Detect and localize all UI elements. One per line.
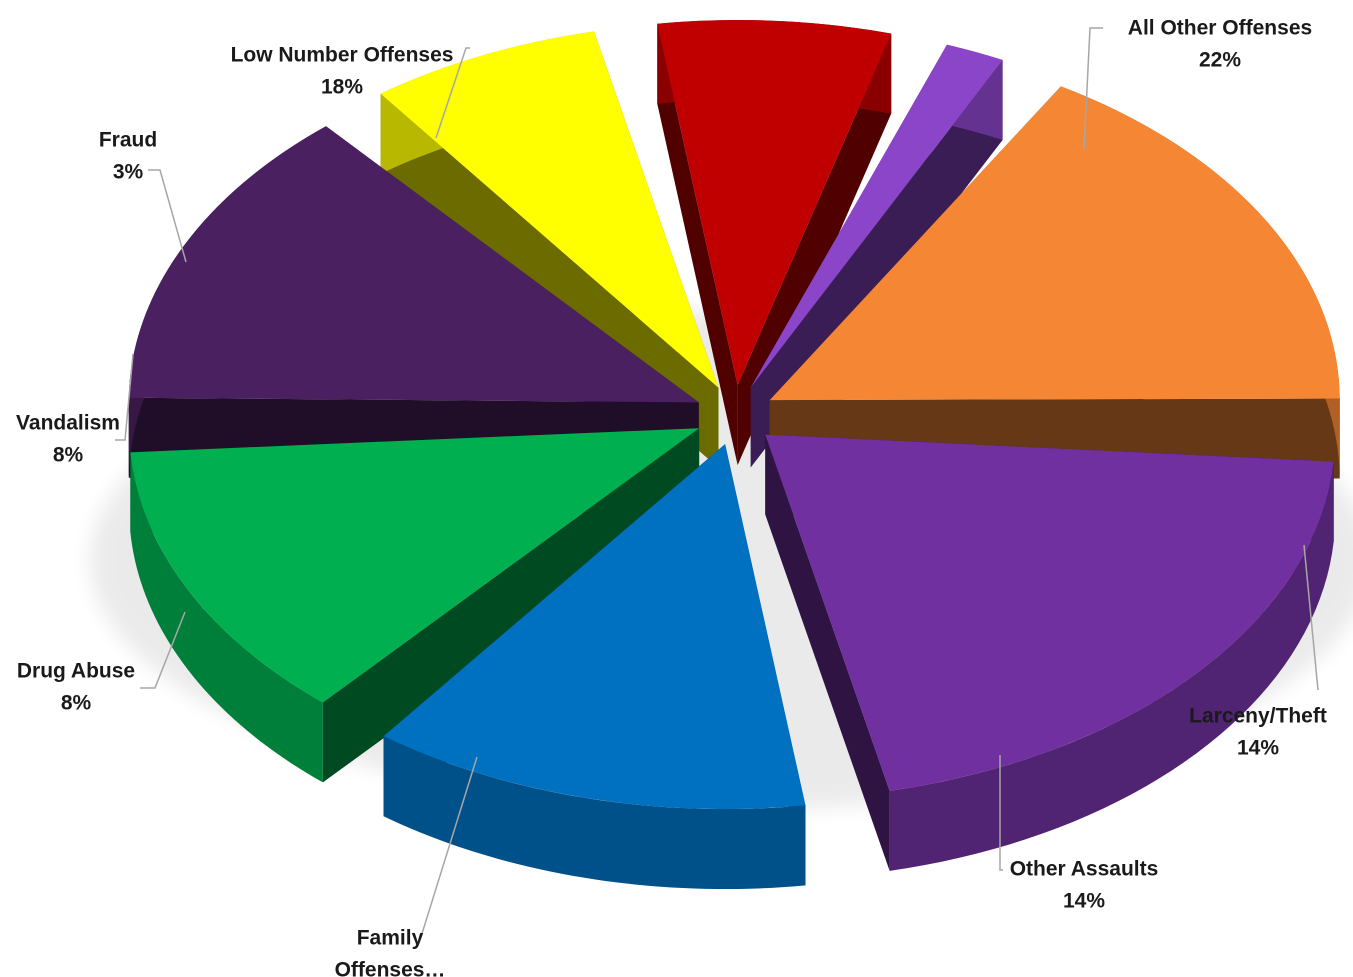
data-labels: All Other Offenses 22% Larceny/Theft 14% Oth…: [16, 16, 1327, 977]
pie-slice: [383, 444, 806, 810]
leader-line: [435, 47, 470, 139]
slice-label: Other Assaults: [1010, 857, 1159, 880]
pie-slice: [765, 434, 1334, 791]
slice-side-face: [657, 23, 738, 466]
slice-side-face: [322, 428, 700, 783]
slice-percent-label: 14%: [1063, 889, 1105, 912]
pie-slice: [380, 31, 719, 388]
slice-side-face: [765, 434, 890, 871]
pie-slice: [750, 44, 1003, 388]
slice-tops: [128, 20, 1340, 810]
slice-label: Low Number Offenses: [231, 43, 454, 66]
slice-rim: [383, 736, 806, 890]
pie-slice: [769, 86, 1340, 401]
leader-line: [140, 611, 186, 689]
leader-line: [148, 169, 187, 263]
slice-label: Drug Abuse: [17, 659, 135, 682]
slice-label: Larceny/Theft: [1189, 704, 1327, 727]
leader-lines: [115, 27, 1319, 941]
pie-slice: [130, 428, 700, 703]
leader-line: [115, 353, 134, 441]
slice-rim: [130, 452, 323, 783]
leader-line: [999, 755, 1003, 871]
slice-label: Vandalism: [16, 411, 120, 434]
slice-percent-label: 14%: [1237, 736, 1279, 759]
pie-slice: [128, 126, 699, 403]
slice-percent-label: 22%: [1199, 48, 1241, 71]
slice-percent-label: 8%: [61, 691, 92, 714]
leader-line: [1083, 27, 1103, 151]
slice-label: Family: [357, 926, 424, 949]
slice-label: Offenses…: [335, 958, 446, 977]
slice-label: Fraud: [99, 128, 157, 151]
slice-percent-label: 18%: [321, 75, 363, 98]
slice-percent-label: 3%: [113, 160, 144, 183]
leader-line: [1303, 544, 1319, 691]
pie-slice: [657, 20, 892, 386]
leader-line: [419, 756, 478, 941]
slice-percent-label: 8%: [53, 443, 84, 466]
slice-label: All Other Offenses: [1128, 16, 1312, 39]
